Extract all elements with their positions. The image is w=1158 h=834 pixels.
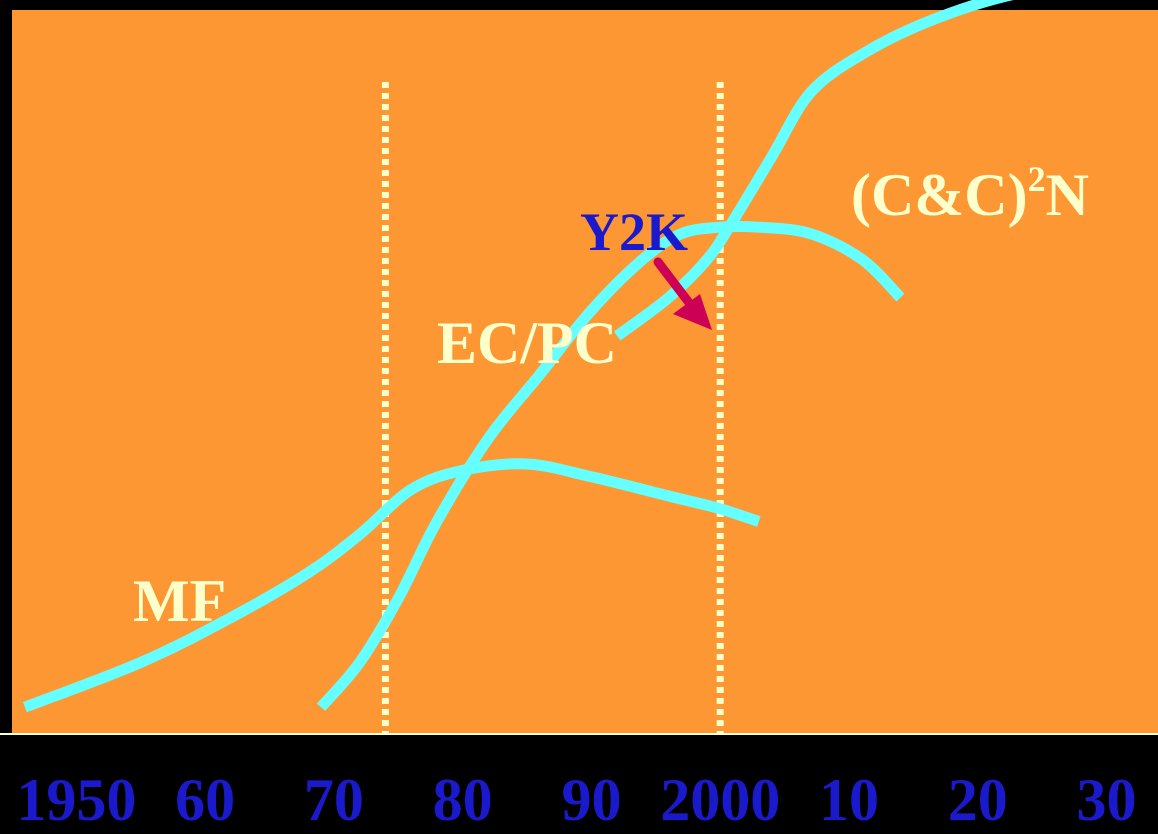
series-label-ccn: (C&C)2N [851, 159, 1089, 228]
y2k-annotation-label: Y2K [580, 202, 688, 262]
series-label-ccn-main: (C&C) [851, 162, 1028, 228]
series-label-ccn-tail: N [1046, 162, 1089, 228]
series-layer [22, 0, 1014, 713]
series-label-ccn-superscript: 2 [1028, 159, 1046, 199]
x-tick-label: 30 [1076, 767, 1136, 833]
y2k-arrow-shaft [653, 257, 695, 309]
x-tick-label: 60 [175, 767, 235, 833]
x-tick-label: 90 [561, 767, 621, 833]
x-tick-label: 70 [304, 767, 364, 833]
x-tick-label: 20 [948, 767, 1008, 833]
series-label-ecpc: EC/PC [437, 310, 617, 376]
series-label-mf: MF [133, 568, 226, 634]
series-line-ecpc [316, 220, 905, 711]
series-line-mf [22, 458, 761, 713]
y2k-arrow-head [673, 294, 712, 330]
y2k-arrow [653, 257, 712, 330]
series-line-ccn [613, 0, 1014, 341]
x-tick-labels: 1950 60 70 80 90 2000 10 20 30 [16, 767, 1136, 833]
x-tick-label: 10 [819, 767, 879, 833]
x-tick-label: 2000 [660, 767, 780, 833]
x-tick-label: 80 [433, 767, 493, 833]
x-tick-label: 1950 [16, 767, 136, 833]
plot-background [12, 10, 1158, 734]
